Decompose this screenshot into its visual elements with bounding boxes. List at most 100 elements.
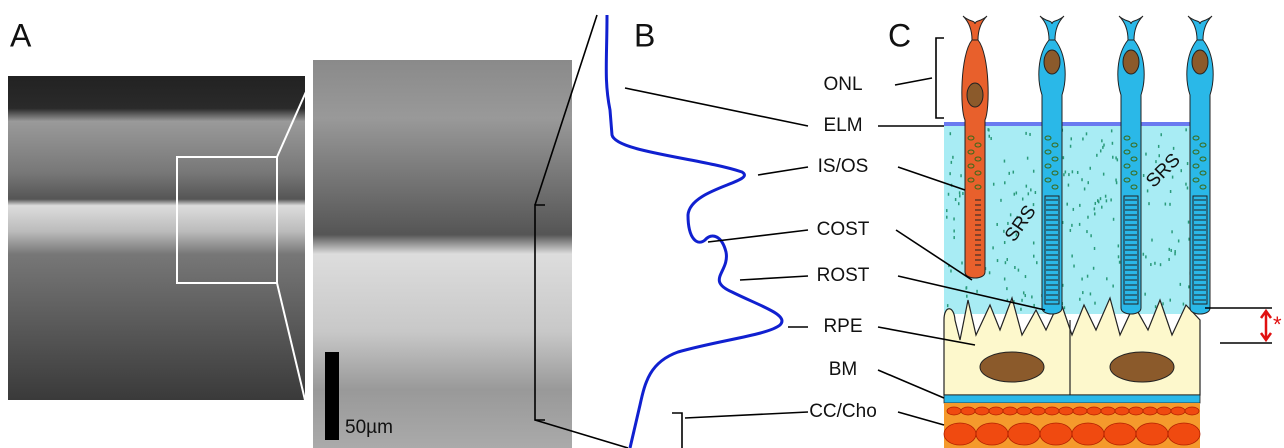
dot: [1030, 188, 1032, 191]
dot: [1025, 275, 1027, 278]
bracket: [672, 413, 682, 448]
dot: [1077, 171, 1079, 174]
leader-line: [685, 412, 808, 418]
dot: [1171, 230, 1173, 233]
dot: [1014, 193, 1016, 196]
dot: [992, 246, 994, 249]
capillary: [1157, 407, 1171, 415]
dot: [989, 135, 991, 138]
dot: [1170, 190, 1172, 193]
dot: [1072, 170, 1074, 173]
dot: [1187, 162, 1189, 165]
dot: [1144, 293, 1146, 296]
dot: [1113, 218, 1115, 221]
dot: [1033, 170, 1035, 173]
dot: [1070, 145, 1072, 148]
rod: [1039, 16, 1065, 314]
dot: [1102, 146, 1104, 149]
dot: [1033, 304, 1035, 307]
dot: [1063, 173, 1065, 176]
measure-arrow: [1261, 311, 1271, 340]
dot: [989, 271, 991, 274]
dot: [1025, 132, 1027, 135]
dot: [1147, 189, 1149, 192]
dot: [1035, 191, 1037, 194]
vessel: [944, 423, 976, 445]
dot: [1005, 261, 1007, 264]
dot: [1081, 178, 1083, 181]
dot: [1028, 192, 1030, 195]
dot: [1020, 308, 1022, 311]
dot: [1013, 171, 1015, 174]
dot: [1026, 185, 1028, 188]
dot: [1036, 261, 1038, 264]
vessel: [1040, 423, 1072, 445]
dot: [1063, 156, 1065, 159]
dot: [1089, 167, 1091, 170]
dot: [1073, 265, 1075, 268]
dot: [1160, 263, 1162, 266]
capillary: [1185, 407, 1199, 415]
dot: [1187, 186, 1189, 189]
dot: [1082, 137, 1084, 140]
vessel: [976, 423, 1008, 445]
dot: [1086, 132, 1088, 135]
dot: [1068, 173, 1070, 176]
dot: [1025, 294, 1027, 297]
capillary: [1171, 407, 1185, 415]
dot: [1096, 154, 1098, 157]
dot: [950, 132, 952, 135]
intensity-profile: [606, 15, 782, 448]
dot: [1112, 156, 1114, 159]
dot: [1100, 197, 1102, 200]
dot: [1106, 199, 1108, 202]
vessel: [1168, 423, 1200, 445]
dot: [960, 174, 962, 177]
cell-body: [1039, 40, 1065, 314]
dot: [1169, 299, 1171, 302]
dot: [1116, 181, 1118, 184]
dot: [1188, 285, 1190, 288]
cell-nucleus: [1192, 50, 1208, 74]
dot: [1103, 173, 1105, 176]
cell-body: [1118, 40, 1144, 314]
dot: [1097, 199, 1099, 202]
dot: [1004, 181, 1006, 184]
rpe-nucleus: [1110, 352, 1174, 382]
leader-line: [740, 276, 808, 280]
leader-line: [898, 412, 944, 425]
rod: [1118, 16, 1144, 314]
dot: [1081, 278, 1083, 281]
dot: [1118, 255, 1120, 258]
dot: [1095, 202, 1097, 205]
dot: [1105, 195, 1107, 198]
scale-bar-label: 50µm: [345, 417, 393, 438]
dot: [1065, 170, 1067, 173]
dot: [965, 287, 967, 290]
dot: [959, 194, 961, 197]
dot: [1023, 291, 1025, 294]
capillary: [989, 407, 1003, 415]
vessel: [1008, 423, 1040, 445]
dot: [952, 156, 954, 159]
dot: [1033, 255, 1035, 258]
panel-label: B: [634, 17, 655, 53]
dot: [1070, 137, 1072, 140]
dot: [1086, 230, 1088, 233]
cell-head: [1040, 16, 1064, 40]
dot: [993, 183, 995, 186]
dot: [1178, 239, 1180, 242]
dot: [1183, 303, 1185, 306]
capillary: [1129, 407, 1143, 415]
dot: [1180, 169, 1182, 172]
dot: [1021, 299, 1023, 302]
dot: [1112, 285, 1114, 288]
layer-label: COST: [817, 219, 870, 240]
dot: [1033, 203, 1035, 206]
dot: [1162, 302, 1164, 305]
dot: [1082, 291, 1084, 294]
dot: [1180, 283, 1182, 286]
leader-line: [878, 370, 944, 398]
dot: [1151, 239, 1153, 242]
dot: [1174, 252, 1176, 255]
